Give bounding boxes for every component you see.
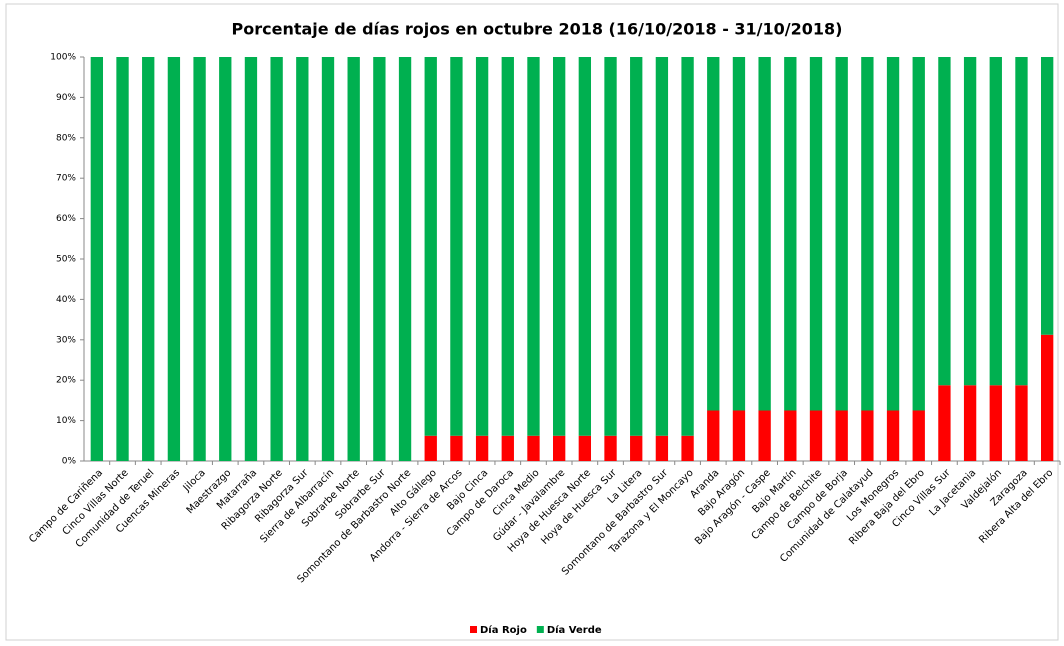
y-tick-label: 80% (56, 133, 76, 143)
bar-segment (809, 410, 823, 461)
bar-segment (681, 435, 694, 461)
bar-segment (475, 435, 489, 461)
bar-segment (552, 57, 566, 436)
bar-segment (912, 410, 925, 461)
bar-segment (90, 57, 104, 461)
bar-segment (527, 57, 540, 436)
bar-segment (630, 435, 643, 461)
bar-segment (347, 57, 360, 461)
bar-segment (1015, 57, 1028, 386)
bar-segment (219, 57, 232, 461)
y-tick-label: 60% (56, 214, 76, 224)
bar-segment (707, 410, 720, 461)
bar-segment (321, 57, 335, 461)
bar-segment (450, 435, 463, 461)
bar-segment (809, 57, 823, 411)
bar-segment (578, 435, 592, 461)
bar-segment (1015, 385, 1028, 461)
bar-segment (424, 57, 437, 436)
legend-swatch (470, 626, 477, 633)
y-tick-label: 40% (56, 295, 76, 305)
bar-segment (732, 410, 746, 461)
bar-segment (398, 57, 412, 461)
y-tick-label: 30% (56, 335, 76, 345)
bar-segment (784, 410, 797, 461)
bar-segment (989, 385, 1002, 461)
bar-segment (296, 57, 309, 461)
y-tick-label: 50% (56, 255, 76, 265)
y-tick-label: 90% (56, 93, 76, 103)
y-tick-label: 0% (62, 457, 77, 467)
legend-swatch (536, 626, 544, 633)
bar-segment (527, 435, 540, 461)
bar-segment (681, 57, 694, 436)
bar-segment (373, 57, 386, 461)
bar-segment (270, 57, 283, 461)
bar-segment (450, 57, 463, 436)
bar-segment (963, 57, 977, 386)
bar-segment (861, 410, 874, 461)
bar-segment (912, 57, 925, 411)
bar-segment (886, 410, 900, 461)
legend-label: Día Rojo (480, 624, 527, 636)
bar-segment (167, 57, 181, 461)
bar-segment (501, 57, 514, 436)
bar-segment (604, 435, 617, 461)
bar-segment (938, 57, 951, 386)
bar-segment (501, 435, 514, 461)
y-tick-label: 100% (50, 53, 76, 63)
y-tick-label: 10% (56, 416, 76, 426)
chart-title: Porcentaje de días rojos en octubre 2018… (232, 20, 843, 39)
bar-segment (193, 57, 206, 461)
bar-segment (835, 410, 848, 461)
y-tick-label: 20% (56, 376, 76, 386)
bar-segment (835, 57, 848, 411)
bar-segment (1040, 57, 1054, 335)
bar-segment (886, 57, 900, 411)
bar-segment (424, 435, 437, 461)
bar-segment (116, 57, 129, 461)
legend-label: Día Verde (547, 624, 602, 636)
bar-segment (707, 57, 720, 411)
bar-segment (578, 57, 592, 436)
bar-segment (938, 385, 951, 461)
bar-segment (244, 57, 258, 461)
bar-segment (142, 57, 155, 461)
bar-segment (655, 57, 669, 436)
y-tick-label: 70% (56, 174, 76, 184)
bar-segment (989, 57, 1002, 386)
bar-segment (963, 385, 977, 461)
bar-segment (655, 435, 669, 461)
bar-segment (552, 435, 566, 461)
bar-segment (604, 57, 617, 436)
bar-segment (861, 57, 874, 411)
bar-segment (475, 57, 489, 436)
bar-segment (630, 57, 643, 436)
bar-segment (758, 410, 771, 461)
bar-segment (784, 57, 797, 411)
bar-segment (758, 57, 771, 411)
bar-segment (1040, 334, 1054, 461)
bar-segment (732, 57, 746, 411)
